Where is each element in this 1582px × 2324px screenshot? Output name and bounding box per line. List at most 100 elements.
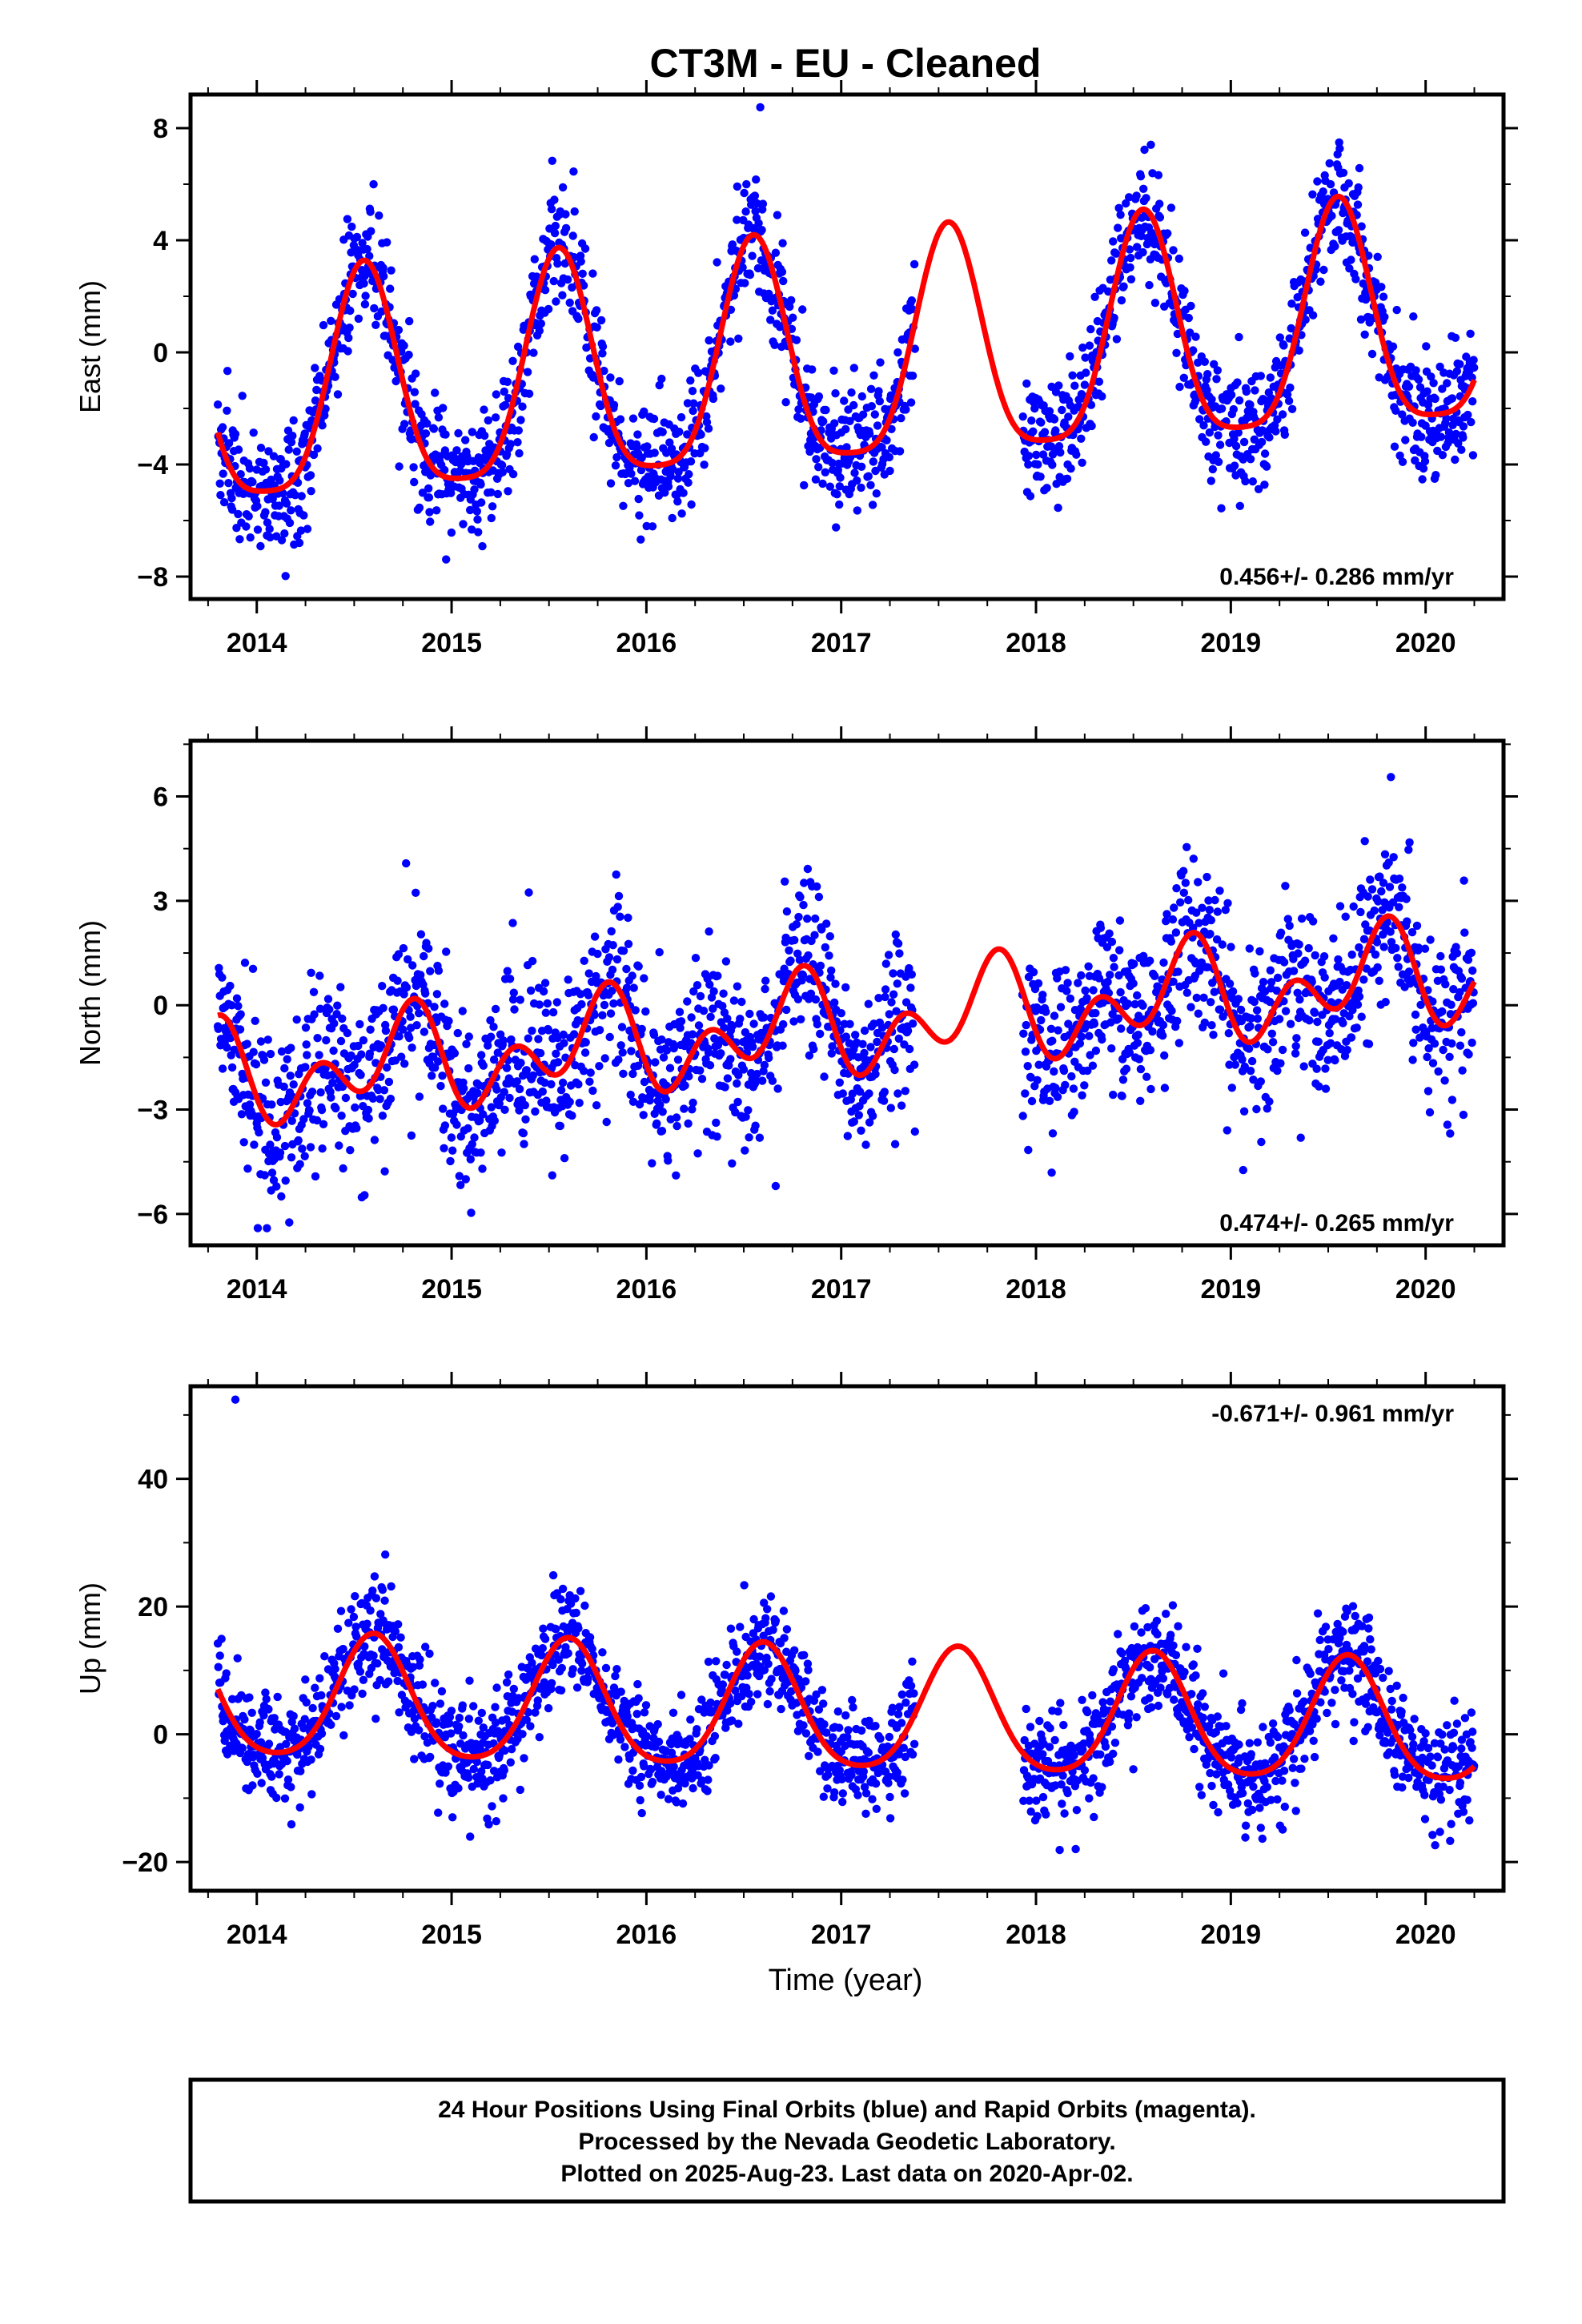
data-point [611, 461, 620, 470]
data-point [736, 1015, 745, 1023]
data-point [544, 1703, 553, 1713]
data-point [360, 300, 370, 309]
data-point [835, 482, 845, 491]
east-xtick-label: 2018 [1006, 628, 1066, 658]
data-point [1205, 906, 1215, 915]
data-point [389, 1005, 399, 1014]
data-point [502, 1063, 512, 1072]
data-point [1140, 145, 1149, 155]
data-point [873, 1037, 881, 1047]
data-point [345, 1701, 354, 1710]
data-point [500, 1746, 509, 1755]
data-point [607, 927, 616, 936]
data-point [215, 1651, 224, 1660]
data-point [524, 1034, 532, 1043]
data-point [1138, 1001, 1147, 1011]
data-point [1392, 305, 1401, 315]
data-point [339, 1164, 347, 1173]
data-point [479, 1110, 488, 1119]
data-point [1325, 1028, 1334, 1038]
data-point [1388, 342, 1398, 351]
data-point [267, 1168, 277, 1177]
data-point [754, 219, 763, 227]
data-point [766, 316, 775, 324]
data-point [474, 528, 483, 537]
data-point [628, 414, 638, 423]
data-point [1105, 929, 1114, 938]
data-point [426, 967, 435, 975]
data-point [781, 398, 790, 407]
data-point [1211, 451, 1221, 460]
data-point [1061, 1080, 1070, 1090]
data-point [540, 1078, 549, 1088]
data-point [1231, 1060, 1240, 1069]
data-point [906, 983, 915, 992]
data-point [1447, 1096, 1457, 1104]
data-point [1118, 1076, 1128, 1084]
data-point [1268, 1038, 1278, 1047]
data-point [640, 407, 648, 416]
data-point [1436, 965, 1446, 974]
data-point [1211, 895, 1219, 905]
data-point [359, 1035, 368, 1045]
data-point [415, 1661, 424, 1670]
data-point [300, 1152, 309, 1161]
data-point [440, 1144, 448, 1153]
data-point [798, 305, 807, 314]
data-point [1051, 1084, 1060, 1092]
data-point [1169, 977, 1178, 987]
data-point [1159, 958, 1168, 967]
data-point [524, 389, 534, 398]
data-point [1138, 247, 1147, 257]
data-point [1070, 381, 1079, 390]
data-point [590, 1011, 599, 1019]
data-point [1242, 387, 1251, 396]
data-point [367, 227, 375, 235]
data-point [1109, 237, 1118, 246]
data-point [728, 1159, 737, 1168]
data-point [687, 500, 696, 509]
data-point [261, 1688, 270, 1697]
data-point [1146, 956, 1154, 965]
data-point [1409, 1039, 1418, 1047]
data-point [693, 1725, 701, 1734]
data-point [284, 445, 293, 454]
data-point [347, 1051, 355, 1060]
data-point [909, 1060, 919, 1069]
data-point [1329, 934, 1338, 943]
data-point [350, 1060, 359, 1070]
figure-title: CT3M - EU - Cleaned [650, 41, 1042, 86]
data-point [487, 488, 496, 497]
data-point [540, 286, 550, 295]
data-point [1227, 943, 1235, 951]
data-point [369, 1651, 378, 1660]
data-point [628, 1069, 637, 1079]
data-point [709, 394, 718, 404]
data-point [561, 210, 570, 219]
data-point [1422, 342, 1431, 351]
data-point [1263, 1045, 1272, 1054]
data-point [421, 989, 430, 998]
data-point [1456, 1041, 1465, 1050]
data-point [1296, 1133, 1305, 1142]
data-point [564, 975, 572, 984]
data-point [412, 1021, 421, 1030]
data-point [765, 289, 773, 298]
data-point [700, 460, 709, 469]
data-point [704, 1775, 713, 1784]
data-point [586, 1068, 595, 1077]
data-point [256, 444, 266, 452]
data-point [807, 393, 816, 402]
data-point [327, 1720, 335, 1729]
data-point [1460, 928, 1469, 937]
data-point [681, 1081, 689, 1090]
data-point [218, 1064, 227, 1073]
data-point [1098, 1035, 1106, 1044]
data-point [410, 1714, 420, 1723]
data-point [365, 251, 374, 260]
data-point [748, 251, 757, 260]
data-point [1457, 974, 1467, 983]
data-point [1198, 903, 1207, 912]
data-point [1139, 951, 1148, 961]
data-point [305, 1106, 314, 1115]
